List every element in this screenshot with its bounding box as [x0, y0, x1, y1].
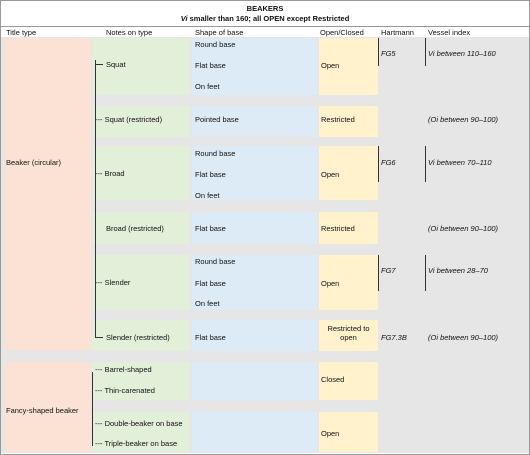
cell-bg: [319, 320, 378, 351]
cell-bg: [92, 146, 190, 200]
hartmann: FG7: [381, 266, 396, 275]
open-closed: Restricted: [321, 115, 355, 124]
note: --- Squat (restricted): [95, 115, 163, 124]
base: Flat base: [195, 61, 226, 70]
bracket: [92, 372, 93, 446]
divider: [425, 38, 426, 66]
base: Flat base: [195, 279, 226, 288]
header: Shape of base: [195, 28, 244, 37]
hartmann: FG6: [381, 158, 396, 167]
cell-bg: [92, 106, 190, 137]
cell-bg: [319, 212, 378, 244]
header: Vessel index: [428, 28, 471, 37]
note: --- Barrel-shaped: [95, 365, 152, 374]
cell-bg: [92, 38, 190, 95]
title-type: Beaker (circular): [6, 158, 62, 167]
cell-bg: [5, 362, 91, 452]
cell-bg: [319, 362, 378, 400]
cell-bg: [92, 412, 190, 452]
subtitle-text: smaller than 160; all OPEN except Restri…: [189, 14, 350, 23]
base: Round base: [195, 257, 236, 266]
base: Flat base: [195, 224, 226, 233]
cell-bg: [92, 362, 190, 400]
vessel-index: (Oi between 90–100): [428, 224, 499, 233]
title: BEAKERS: [246, 4, 284, 13]
note: Slender (restricted): [106, 333, 170, 342]
bracket-tick: [95, 337, 103, 338]
header: Title type: [6, 28, 37, 37]
cell-bg: [192, 106, 317, 137]
divider: [425, 255, 426, 291]
divider: [378, 146, 379, 182]
cell-bg: [192, 362, 317, 400]
vessel-index: Vi between 28–70: [428, 266, 488, 275]
title-type: Fancy-shaped beaker: [6, 406, 79, 415]
base: Round base: [195, 40, 236, 49]
cell-bg: [92, 212, 190, 244]
cell-bg: [92, 255, 190, 310]
subtitle: Vi smaller than 160; all OPEN except Res…: [0, 14, 530, 23]
cell-bg: [5, 38, 91, 350]
note: Squat: [106, 60, 126, 69]
cell-bg: [192, 255, 317, 310]
base: Flat base: [195, 333, 226, 342]
base: Round base: [195, 149, 236, 158]
open-closed: Closed: [321, 375, 345, 384]
base: On feet: [195, 82, 220, 91]
cell-bg: [319, 106, 378, 137]
symbol: Vi: [180, 14, 188, 23]
note: --- Thin-carenated: [95, 386, 155, 395]
header: Hartmann: [381, 28, 414, 37]
base: Pointed base: [195, 115, 239, 124]
vessel-index: (Oi between 90–100): [428, 333, 499, 342]
open-closed: Open: [321, 279, 340, 288]
open-closed: Open: [321, 61, 340, 70]
base: On feet: [195, 299, 220, 308]
note: Broad (restricted): [106, 224, 164, 233]
open-closed: Restricted to open: [327, 324, 370, 342]
vessel-index: Vi between 110–160: [428, 49, 496, 58]
cell-bg: [319, 255, 378, 310]
base: Flat base: [195, 170, 226, 179]
cell-bg: [319, 38, 378, 95]
base: On feet: [195, 191, 220, 200]
cell-bg: [192, 38, 317, 95]
divider: [378, 38, 379, 66]
open-closed: Open: [321, 429, 340, 438]
note: --- Broad: [95, 169, 125, 178]
header: Notes on type: [106, 28, 153, 37]
rule: [1, 26, 529, 27]
bracket: [95, 60, 96, 338]
cell-bg: [192, 146, 317, 200]
cell-bg: [192, 320, 317, 351]
hartmann: FG7.3B: [381, 333, 407, 342]
cell-bg: [319, 412, 378, 452]
cell-bg: [92, 320, 190, 351]
header: Open/Closed: [320, 28, 364, 37]
open-closed: Restricted: [321, 224, 355, 233]
bracket-tick: [95, 64, 103, 65]
divider: [425, 146, 426, 182]
divider: [378, 255, 379, 291]
cell-bg: [192, 412, 317, 452]
note: --- Triple-beaker on base: [95, 439, 178, 448]
cell-bg: [192, 212, 317, 244]
vessel-index: (Oi between 90–100): [428, 115, 499, 124]
open-closed: Open: [321, 170, 340, 179]
note: --- Double-beaker on base: [95, 419, 183, 428]
cell-bg: [319, 146, 378, 200]
vessel-index: Vi between 70–110: [428, 158, 492, 167]
note: --- Slender: [95, 278, 131, 287]
hartmann: FG5: [381, 49, 396, 58]
